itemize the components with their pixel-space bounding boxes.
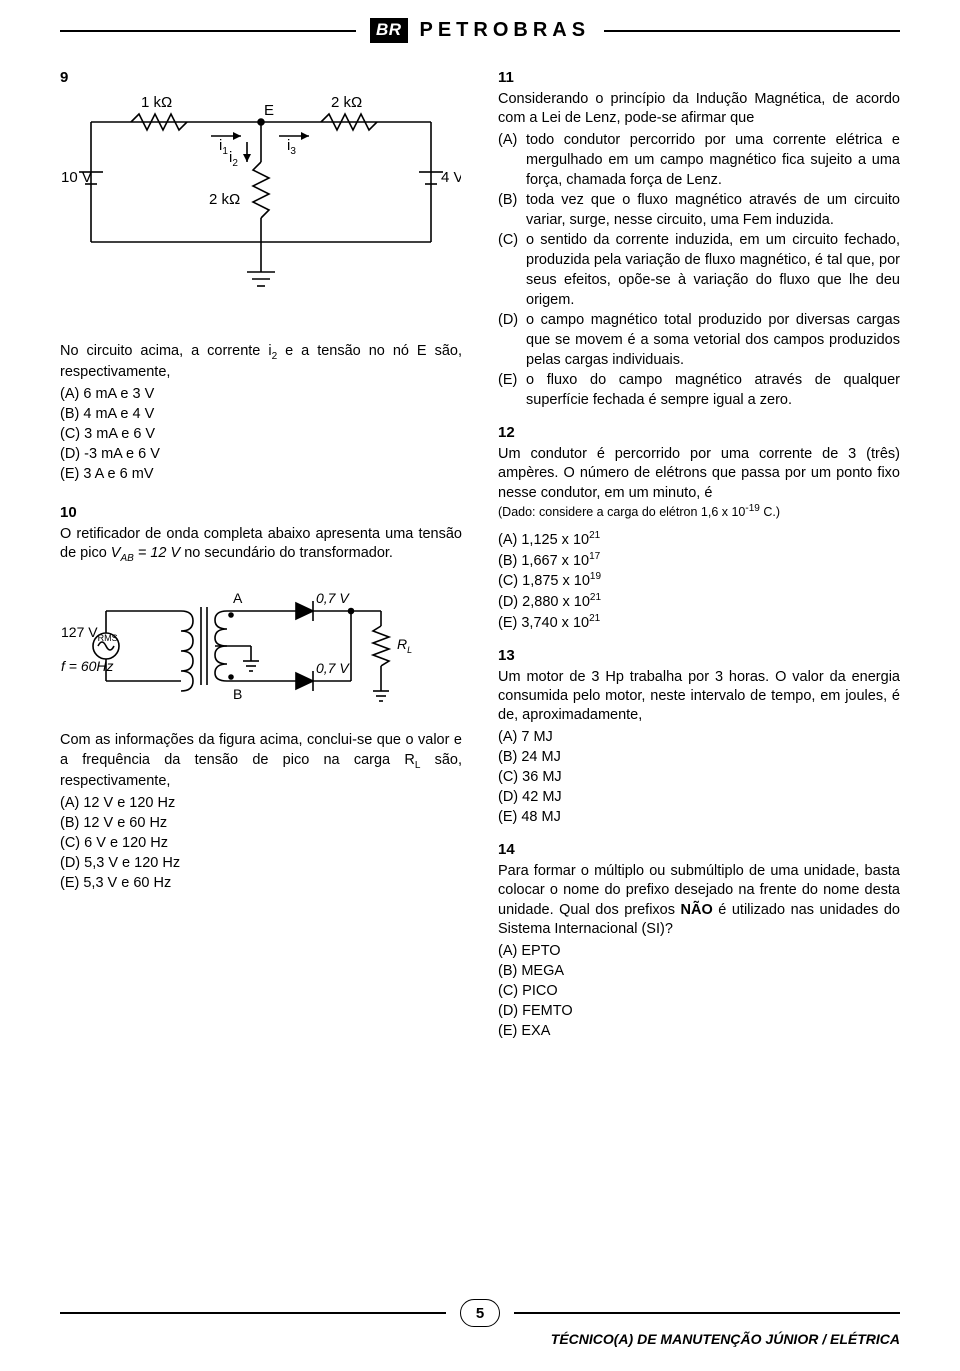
q11-opt-e: (E)o fluxo do campo magnético através de… bbox=[498, 370, 900, 410]
q12-opt-c: (C) 1,875 x 1019 bbox=[498, 570, 900, 591]
q13-opt-a: (A) 7 MJ bbox=[498, 727, 900, 747]
q14-number: 14 bbox=[498, 841, 900, 858]
q14-opt-b: (B) MEGA bbox=[498, 961, 900, 981]
q9-circuit-diagram: 1 kΩ 2 kΩ E 2 kΩ 10 V 4 V i1 i3 i2 bbox=[61, 92, 461, 332]
footer-rule-left bbox=[60, 1312, 446, 1314]
footer-title: TÉCNICO(A) DE MANUTENÇÃO JÚNIOR / ELÉTRI… bbox=[60, 1331, 900, 1347]
page-footer: 5 TÉCNICO(A) DE MANUTENÇÃO JÚNIOR / ELÉT… bbox=[0, 1299, 960, 1347]
q10-node-a: A bbox=[233, 590, 243, 606]
q10-opt-e: (E) 5,3 V e 60 Hz bbox=[60, 873, 462, 893]
q14-opt-a: (A) EPTO bbox=[498, 941, 900, 961]
q9-opt-a: (A) 6 mA e 3 V bbox=[60, 384, 462, 404]
q14-options: (A) EPTO (B) MEGA (C) PICO (D) FEMTO (E)… bbox=[498, 941, 900, 1041]
q10-opt-d: (D) 5,3 V e 120 Hz bbox=[60, 853, 462, 873]
q10-d1: 0,7 V bbox=[316, 590, 350, 606]
q10-options: (A) 12 V e 120 Hz (B) 12 V e 60 Hz (C) 6… bbox=[60, 793, 462, 893]
q12-opt-e: (E) 3,740 x 1021 bbox=[498, 612, 900, 633]
q12-number: 12 bbox=[498, 424, 900, 441]
q10-circuit-diagram: 127 VRMS f = 60Hz A B 0,7 V 0,7 V RL bbox=[61, 571, 461, 721]
q12-opt-d: (D) 2,880 x 1021 bbox=[498, 591, 900, 612]
q9-opt-d: (D) -3 mA e 6 V bbox=[60, 444, 462, 464]
q9-i2: i2 bbox=[229, 149, 238, 169]
question-10: 10 O retificador de onda completa abaixo… bbox=[60, 504, 462, 893]
q13-opt-b: (B) 24 MJ bbox=[498, 747, 900, 767]
q14-opt-c: (C) PICO bbox=[498, 981, 900, 1001]
q10-opt-c: (C) 6 V e 120 Hz bbox=[60, 833, 462, 853]
q11-text: Considerando o princípio da Indução Magn… bbox=[498, 90, 900, 128]
q10-number: 10 bbox=[60, 504, 462, 521]
q14-opt-e: (E) EXA bbox=[498, 1021, 900, 1041]
footer-rule-right bbox=[514, 1312, 900, 1314]
q11-opt-c: (C)o sentido da corrente induzida, em um… bbox=[498, 230, 900, 310]
q12-opt-b: (B) 1,667 x 1017 bbox=[498, 550, 900, 571]
q10-text1: O retificador de onda completa abaixo ap… bbox=[60, 525, 462, 565]
q10-opt-b: (B) 12 V e 60 Hz bbox=[60, 813, 462, 833]
q13-opt-e: (E) 48 MJ bbox=[498, 807, 900, 827]
q10-d2: 0,7 V bbox=[316, 660, 350, 676]
q9-opt-b: (B) 4 mA e 4 V bbox=[60, 404, 462, 424]
q10-opt-a: (A) 12 V e 120 Hz bbox=[60, 793, 462, 813]
q14-opt-d: (D) FEMTO bbox=[498, 1001, 900, 1021]
question-9: 9 bbox=[60, 69, 462, 484]
q12-opt-a: (A) 1,125 x 1021 bbox=[498, 529, 900, 550]
q9-r1-label: 1 kΩ bbox=[141, 94, 172, 111]
q12-text: Um condutor é percorrido por uma corrent… bbox=[498, 445, 900, 502]
content-columns: 9 bbox=[0, 51, 960, 1055]
header-rule-right bbox=[604, 30, 900, 32]
q10-src-top: 127 VRMS bbox=[61, 624, 118, 643]
q9-i3: i3 bbox=[287, 137, 296, 157]
q9-node-e: E bbox=[264, 102, 274, 119]
q9-vleft: 10 V bbox=[61, 169, 92, 186]
q9-options: (A) 6 mA e 3 V (B) 4 mA e 4 V (C) 3 mA e… bbox=[60, 384, 462, 484]
q13-text: Um motor de 3 Hp trabalha por 3 horas. O… bbox=[498, 668, 900, 725]
q9-r2-label: 2 kΩ bbox=[209, 191, 240, 208]
q13-options: (A) 7 MJ (B) 24 MJ (C) 36 MJ (D) 42 MJ (… bbox=[498, 727, 900, 827]
q12-note: (Dado: considere a carga do elétron 1,6 … bbox=[498, 503, 900, 519]
q11-opt-b: (B)toda vez que o fluxo magnético atravé… bbox=[498, 190, 900, 230]
q10-text2: Com as informações da figura acima, conc… bbox=[60, 731, 462, 790]
q10-node-b: B bbox=[233, 686, 242, 702]
brand-text: PETROBRAS bbox=[420, 19, 591, 42]
q9-opt-c: (C) 3 mA e 6 V bbox=[60, 424, 462, 444]
page-number: 5 bbox=[460, 1299, 500, 1327]
page-header: BR PETROBRAS bbox=[0, 0, 960, 51]
q13-number: 13 bbox=[498, 647, 900, 664]
q9-number: 9 bbox=[60, 69, 462, 86]
q9-vright: 4 V bbox=[441, 169, 461, 186]
q13-opt-c: (C) 36 MJ bbox=[498, 767, 900, 787]
q9-r3-label: 2 kΩ bbox=[331, 94, 362, 111]
q11-number: 11 bbox=[498, 69, 900, 86]
q11-opt-d: (D)o campo magnético total produzido por… bbox=[498, 310, 900, 370]
q13-opt-d: (D) 42 MJ bbox=[498, 787, 900, 807]
header-rule-left bbox=[60, 30, 356, 32]
q10-src-bot: f = 60Hz bbox=[61, 658, 114, 674]
q9-opt-e: (E) 3 A e 6 mV bbox=[60, 464, 462, 484]
q9-i1: i1 bbox=[219, 137, 228, 157]
question-11: 11 Considerando o princípio da Indução M… bbox=[498, 69, 900, 410]
q11-options: (A)todo condutor percorrido por uma corr… bbox=[498, 130, 900, 410]
q11-opt-a: (A)todo condutor percorrido por uma corr… bbox=[498, 130, 900, 190]
left-column: 9 bbox=[60, 69, 462, 1055]
q12-options: (A) 1,125 x 1021 (B) 1,667 x 1017 (C) 1,… bbox=[498, 529, 900, 633]
q10-rl: RL bbox=[397, 636, 412, 655]
question-12: 12 Um condutor é percorrido por uma corr… bbox=[498, 424, 900, 633]
logo-box: BR bbox=[370, 18, 408, 43]
question-13: 13 Um motor de 3 Hp trabalha por 3 horas… bbox=[498, 647, 900, 827]
q9-text: No circuito acima, a corrente i2 e a ten… bbox=[60, 342, 462, 382]
right-column: 11 Considerando o princípio da Indução M… bbox=[498, 69, 900, 1055]
question-14: 14 Para formar o múltiplo ou submúltiplo… bbox=[498, 841, 900, 1041]
q14-text: Para formar o múltiplo ou submúltiplo de… bbox=[498, 862, 900, 939]
